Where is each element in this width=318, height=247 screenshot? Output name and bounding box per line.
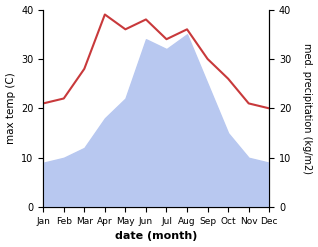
- Y-axis label: med. precipitation (kg/m2): med. precipitation (kg/m2): [302, 43, 313, 174]
- Y-axis label: max temp (C): max temp (C): [5, 72, 16, 144]
- X-axis label: date (month): date (month): [115, 231, 197, 242]
